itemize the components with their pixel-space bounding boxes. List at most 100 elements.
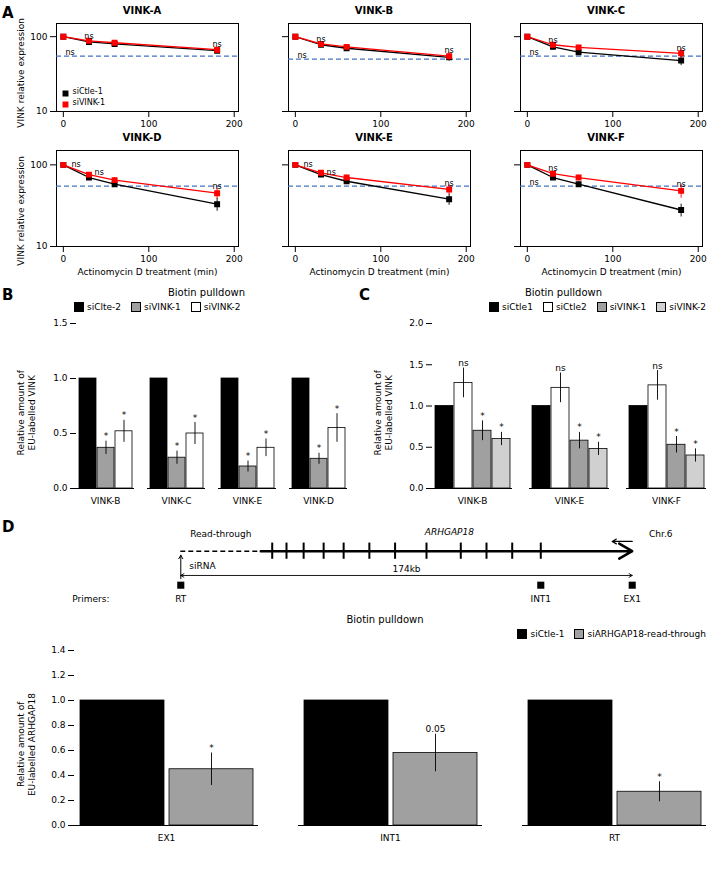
svg-text:100: 100: [140, 119, 157, 129]
svg-text:*: *: [104, 431, 109, 441]
svg-text:INT1: INT1: [530, 594, 551, 604]
svg-text:siCtle-1: siCtle-1: [73, 87, 103, 96]
svg-text:2.0: 2.0: [409, 318, 424, 328]
svg-text:0: 0: [292, 254, 298, 264]
svg-text:RT: RT: [609, 833, 621, 843]
svg-text:1.5: 1.5: [409, 360, 423, 370]
svg-text:0: 0: [524, 119, 530, 129]
svg-text:174kb: 174kb: [392, 564, 420, 574]
svg-text:0: 0: [292, 119, 298, 129]
svg-text:0.2: 0.2: [51, 795, 65, 805]
svg-text:1.0: 1.0: [53, 373, 68, 383]
svg-text:ns: ns: [530, 48, 539, 57]
svg-text:1.2: 1.2: [51, 670, 65, 680]
svg-text:0.0: 0.0: [409, 483, 424, 493]
svg-text:0.5: 0.5: [409, 442, 423, 452]
svg-text:100: 100: [604, 119, 621, 129]
svg-text:200: 200: [690, 119, 707, 129]
svg-text:200: 200: [458, 119, 475, 129]
svg-text:siVINK-1: siVINK-1: [73, 98, 106, 107]
svg-text:0: 0: [524, 254, 530, 264]
svg-text:1.4: 1.4: [51, 645, 66, 655]
svg-text:*: *: [122, 410, 127, 420]
svg-text:100: 100: [30, 32, 47, 42]
svg-text:ns: ns: [458, 358, 469, 368]
svg-text:INT1: INT1: [380, 833, 401, 843]
svg-text:VINK-B: VINK-B: [458, 496, 488, 506]
svg-text:VINK-E: VINK-E: [233, 496, 263, 506]
svg-text:*: *: [246, 451, 251, 461]
svg-text:*: *: [480, 411, 485, 421]
svg-text:1.5: 1.5: [53, 318, 67, 328]
svg-text:Chr.6: Chr.6: [649, 529, 673, 539]
svg-text:0.0: 0.0: [53, 483, 68, 493]
svg-text:1.0: 1.0: [51, 695, 66, 705]
svg-text:ns: ns: [677, 44, 686, 53]
svg-text:200: 200: [226, 254, 243, 264]
svg-text:VINK-E: VINK-E: [555, 496, 585, 506]
svg-text:200: 200: [226, 119, 243, 129]
svg-text:0.5: 0.5: [53, 428, 67, 438]
svg-text:100: 100: [604, 254, 621, 264]
svg-text:ns: ns: [66, 48, 75, 57]
svg-text:VINK-C: VINK-C: [161, 496, 191, 506]
svg-text:10: 10: [36, 241, 48, 251]
svg-text:100: 100: [372, 254, 389, 264]
svg-text:ns: ns: [652, 361, 663, 371]
svg-text:*: *: [693, 439, 698, 449]
svg-text:100: 100: [30, 160, 47, 170]
svg-text:ns: ns: [304, 160, 313, 169]
svg-text:ns: ns: [677, 180, 686, 189]
svg-text:ns: ns: [316, 35, 325, 44]
svg-text:0: 0: [60, 119, 66, 129]
svg-text:*: *: [335, 404, 340, 414]
svg-text:ns: ns: [84, 32, 93, 41]
svg-text:ns: ns: [530, 178, 539, 187]
svg-text:100: 100: [140, 254, 157, 264]
svg-text:0.4: 0.4: [51, 770, 66, 780]
svg-text:*: *: [317, 443, 322, 453]
svg-text:*: *: [175, 441, 180, 451]
svg-text:Actinomycin D treatment (min): Actinomycin D treatment (min): [541, 267, 681, 277]
svg-text:ns: ns: [95, 168, 104, 177]
svg-text:*: *: [209, 743, 214, 753]
svg-text:ARHGAP18: ARHGAP18: [424, 527, 474, 537]
svg-text:VINK-F: VINK-F: [652, 496, 681, 506]
svg-text:*: *: [193, 413, 198, 423]
svg-text:VINK-D: VINK-D: [303, 496, 334, 506]
svg-text:ns: ns: [445, 179, 454, 188]
svg-text:ns: ns: [72, 160, 81, 169]
svg-text:1.0: 1.0: [409, 401, 424, 411]
svg-text:RT: RT: [175, 594, 187, 604]
svg-text:Actinomycin D treatment (min): Actinomycin D treatment (min): [77, 267, 217, 277]
svg-text:*: *: [577, 422, 582, 432]
svg-text:0.8: 0.8: [51, 720, 66, 730]
svg-text:100: 100: [372, 119, 389, 129]
svg-text:0.05: 0.05: [425, 724, 445, 734]
svg-text:EX1: EX1: [623, 594, 641, 604]
svg-text:200: 200: [690, 254, 707, 264]
svg-text:*: *: [657, 772, 662, 782]
svg-text:*: *: [499, 422, 504, 432]
svg-text:ns: ns: [548, 36, 557, 45]
svg-text:0.6: 0.6: [51, 745, 66, 755]
svg-text:ns: ns: [445, 46, 454, 55]
svg-text:*: *: [674, 427, 679, 437]
svg-text:0.0: 0.0: [51, 820, 66, 830]
svg-text:Read-through: Read-through: [190, 529, 251, 539]
svg-text:0: 0: [60, 254, 66, 264]
svg-text:*: *: [596, 432, 601, 442]
svg-text:10: 10: [36, 106, 48, 116]
svg-text:Primers:: Primers:: [72, 594, 109, 604]
svg-text:ns: ns: [213, 182, 222, 191]
svg-text:ns: ns: [555, 363, 566, 373]
svg-text:200: 200: [458, 254, 475, 264]
svg-text:VINK-B: VINK-B: [91, 496, 121, 506]
svg-text:Actinomycin D treatment (min): Actinomycin D treatment (min): [309, 267, 449, 277]
svg-text:siRNA: siRNA: [189, 561, 216, 571]
svg-text:EX1: EX1: [158, 833, 176, 843]
svg-text:ns: ns: [213, 40, 222, 49]
svg-text:ns: ns: [548, 164, 557, 173]
svg-text:ns: ns: [298, 51, 307, 60]
svg-text:ns: ns: [327, 168, 336, 177]
